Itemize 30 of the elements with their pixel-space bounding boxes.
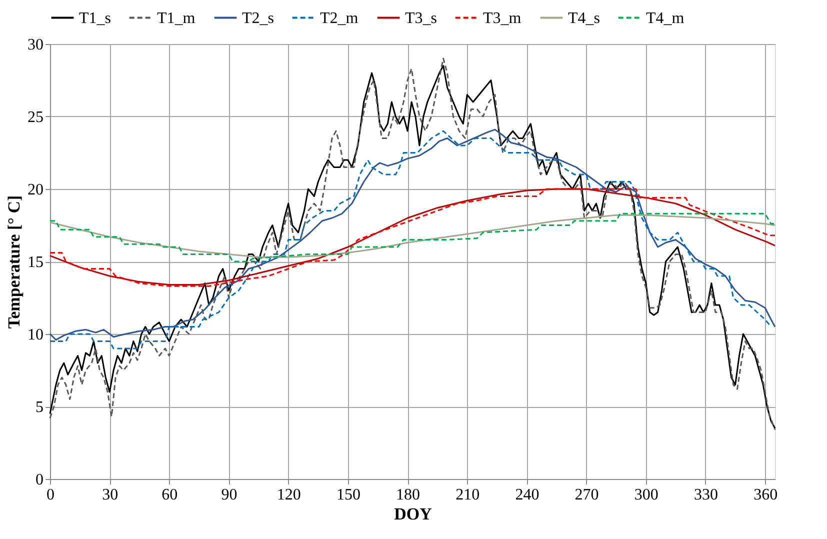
y-tick-label: 15 [28,254,44,271]
x-tick-label: 0 [46,486,54,504]
legend-label: T3_m [483,10,522,27]
x-tick-label: 270 [574,486,599,504]
y-axis-title: Temperature [° C] [4,195,24,329]
x-tick-label: 300 [634,486,658,504]
x-tick-label: 60 [162,486,178,504]
x-tick-label: 240 [515,486,540,504]
legend-label: T1_s [79,10,111,27]
legend-label: T2_s [242,10,274,27]
legend-label: T3_s [405,10,437,27]
x-tick-label: 330 [694,486,718,504]
x-tick-label: 360 [754,486,778,504]
y-tick-label: 10 [28,326,44,344]
legend-label: T4_s [568,10,600,27]
x-tick-label: 180 [396,486,420,504]
legend-label: T1_m [157,10,196,27]
x-tick-label: 120 [276,486,301,504]
legend-label: T4_m [646,10,685,27]
x-axis-title: DOY [394,504,432,524]
y-tick-label: 0 [36,472,44,488]
y-tick-label: 30 [28,36,44,54]
x-tick-label: 210 [456,486,480,504]
x-tick-label: 30 [102,486,118,504]
x-tick-label: 150 [336,486,360,504]
y-tick-label: 5 [36,399,44,416]
legend-label: T2_m [320,10,359,27]
y-tick-label: 20 [28,182,44,198]
y-tick-label: 25 [28,109,44,126]
x-tick-label: 90 [221,486,238,504]
